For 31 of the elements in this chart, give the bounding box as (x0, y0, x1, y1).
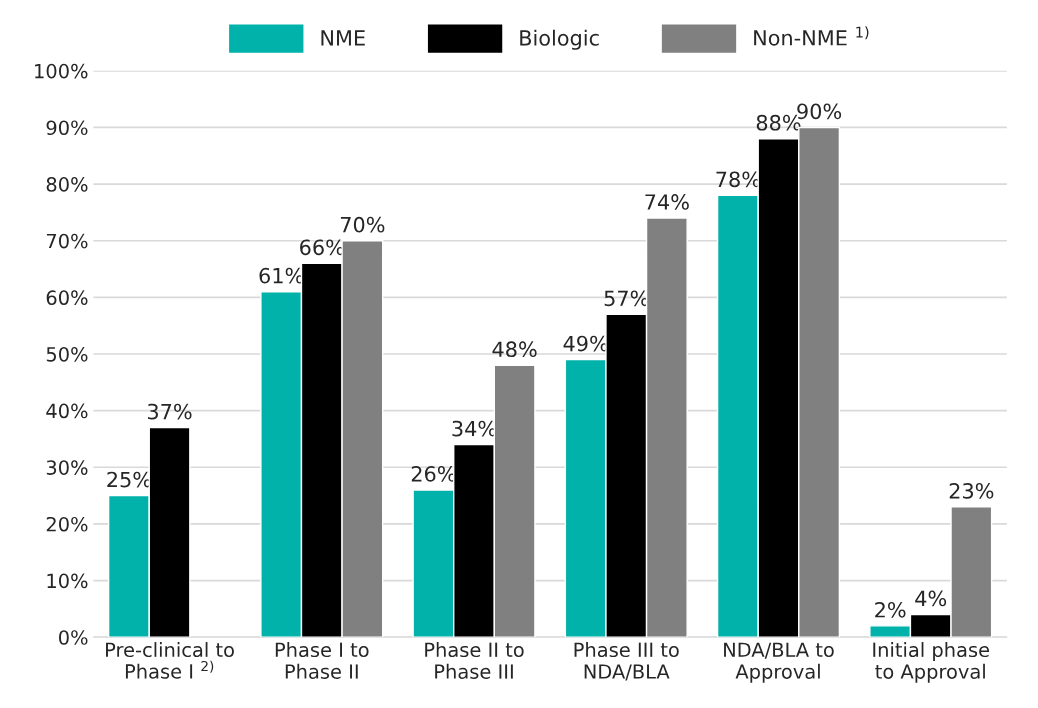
data-label: 37% (147, 403, 192, 420)
x-tick-label: Phase III to NDA/BLA (574, 642, 679, 681)
x-tick-label: Phase II to Phase III (425, 642, 524, 679)
y-tick-label: 50% (46, 346, 88, 362)
data-label: 48% (492, 341, 537, 358)
data-label: 70% (340, 216, 385, 233)
x-tick-label: Phase I to Phase II (275, 642, 369, 679)
y-tick-label: 10% (47, 573, 88, 589)
legend-label: Non-NME $^{1)}$ (754, 26, 869, 46)
y-tick-label: 0% (58, 630, 88, 645)
data-label: 4% (915, 590, 947, 607)
data-label: 26% (411, 465, 456, 482)
y-tick-label: 90% (46, 120, 88, 136)
data-label: 78% (716, 171, 760, 188)
data-label: 23% (949, 482, 994, 499)
data-label: 74% (645, 194, 689, 210)
x-tick-label: Pre-clinical to Phase I $^{2)}$ (106, 642, 234, 679)
data-label: 2% (875, 601, 906, 618)
data-label: 66% (300, 239, 344, 256)
legend-label: Biologic (520, 29, 599, 50)
y-tick-label: 70% (46, 233, 88, 249)
y-tick-label: 30% (46, 460, 88, 475)
x-tick-label: NDA/BLA to Approval (724, 642, 834, 683)
y-tick-label: 60% (46, 290, 88, 306)
legend-label: NME (321, 30, 365, 46)
y-tick-label: 80% (46, 177, 88, 192)
x-tick-label: Initial phase to Approval (873, 642, 990, 683)
y-tick-label: 20% (46, 516, 88, 532)
y-tick-label: 100% (35, 63, 88, 79)
data-label: 49% (563, 335, 608, 352)
y-tick-label: 40% (46, 403, 88, 419)
